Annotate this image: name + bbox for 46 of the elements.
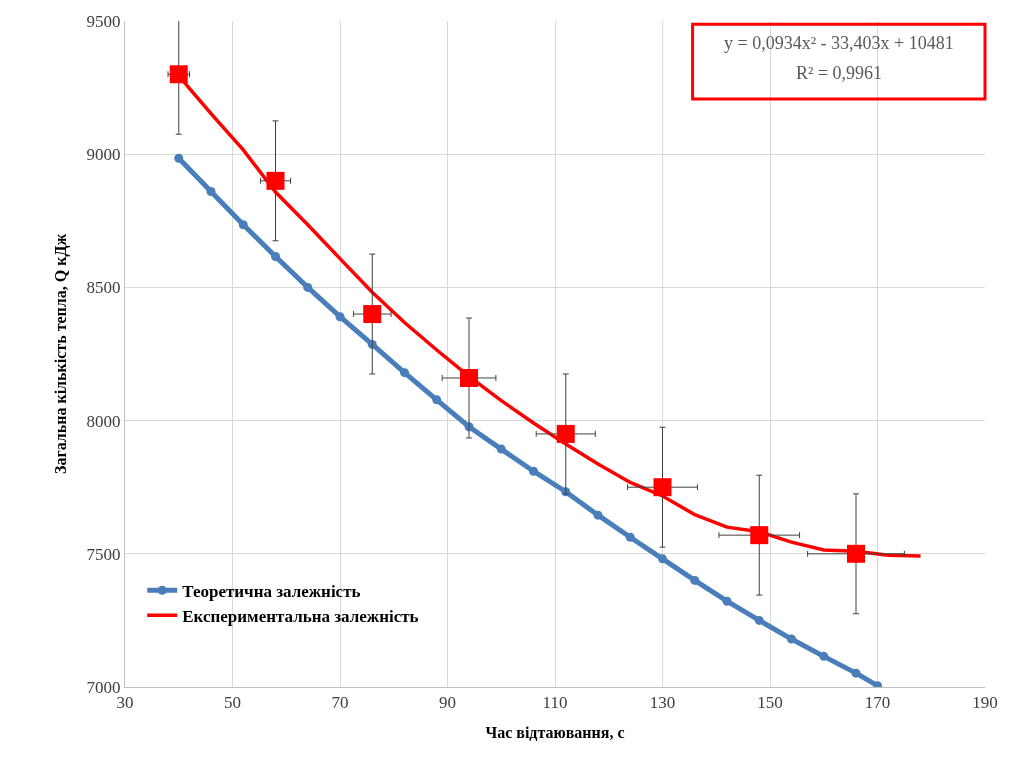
point bbox=[266, 171, 285, 190]
legend-label: Експериментальна залежність bbox=[182, 607, 419, 626]
point bbox=[556, 424, 575, 443]
y-tick-label: 8500 bbox=[86, 278, 121, 298]
y-tick-label: 7500 bbox=[86, 544, 121, 564]
y-tick-label: 8000 bbox=[86, 411, 121, 431]
point bbox=[658, 554, 667, 564]
x-tick-label: 70 bbox=[331, 693, 349, 713]
annotation: R² = 0,9961 bbox=[796, 63, 883, 83]
point bbox=[847, 544, 865, 563]
point bbox=[335, 312, 345, 322]
point bbox=[206, 187, 216, 196]
point bbox=[496, 444, 506, 454]
point bbox=[625, 532, 635, 542]
x-tick-label: 50 bbox=[224, 693, 241, 713]
x-tick-label: 110 bbox=[542, 693, 568, 713]
point bbox=[271, 252, 280, 261]
annotation: y = 0,0934x² - 33,403x + 10481 bbox=[724, 33, 954, 53]
point bbox=[593, 510, 603, 520]
point bbox=[851, 668, 861, 678]
point bbox=[400, 368, 409, 378]
point bbox=[432, 395, 442, 405]
x-tick-label: 90 bbox=[439, 693, 456, 713]
point bbox=[653, 478, 672, 497]
y-axis-title: Загальна кількість тепла, Q кДж bbox=[52, 233, 71, 475]
point bbox=[169, 65, 188, 84]
y-tick-label: 9500 bbox=[86, 11, 121, 31]
x-tick-label: 190 bbox=[972, 693, 998, 713]
point bbox=[690, 575, 700, 585]
point bbox=[750, 526, 769, 545]
x-tick-label: 170 bbox=[864, 693, 891, 713]
point bbox=[460, 368, 478, 387]
point bbox=[174, 153, 184, 163]
point bbox=[722, 596, 732, 606]
x-tick-label: 130 bbox=[649, 693, 676, 713]
point bbox=[787, 634, 796, 644]
legend-label: Теоретична залежність bbox=[182, 581, 361, 601]
x-tick-label: 150 bbox=[757, 693, 783, 713]
y-tick-label: 9000 bbox=[86, 145, 121, 165]
point bbox=[363, 305, 382, 324]
x-axis-title: Час відтаювання, с bbox=[485, 724, 625, 742]
point bbox=[754, 615, 764, 625]
point bbox=[529, 466, 538, 476]
point bbox=[238, 220, 248, 230]
point bbox=[819, 651, 829, 661]
point bbox=[303, 282, 313, 292]
